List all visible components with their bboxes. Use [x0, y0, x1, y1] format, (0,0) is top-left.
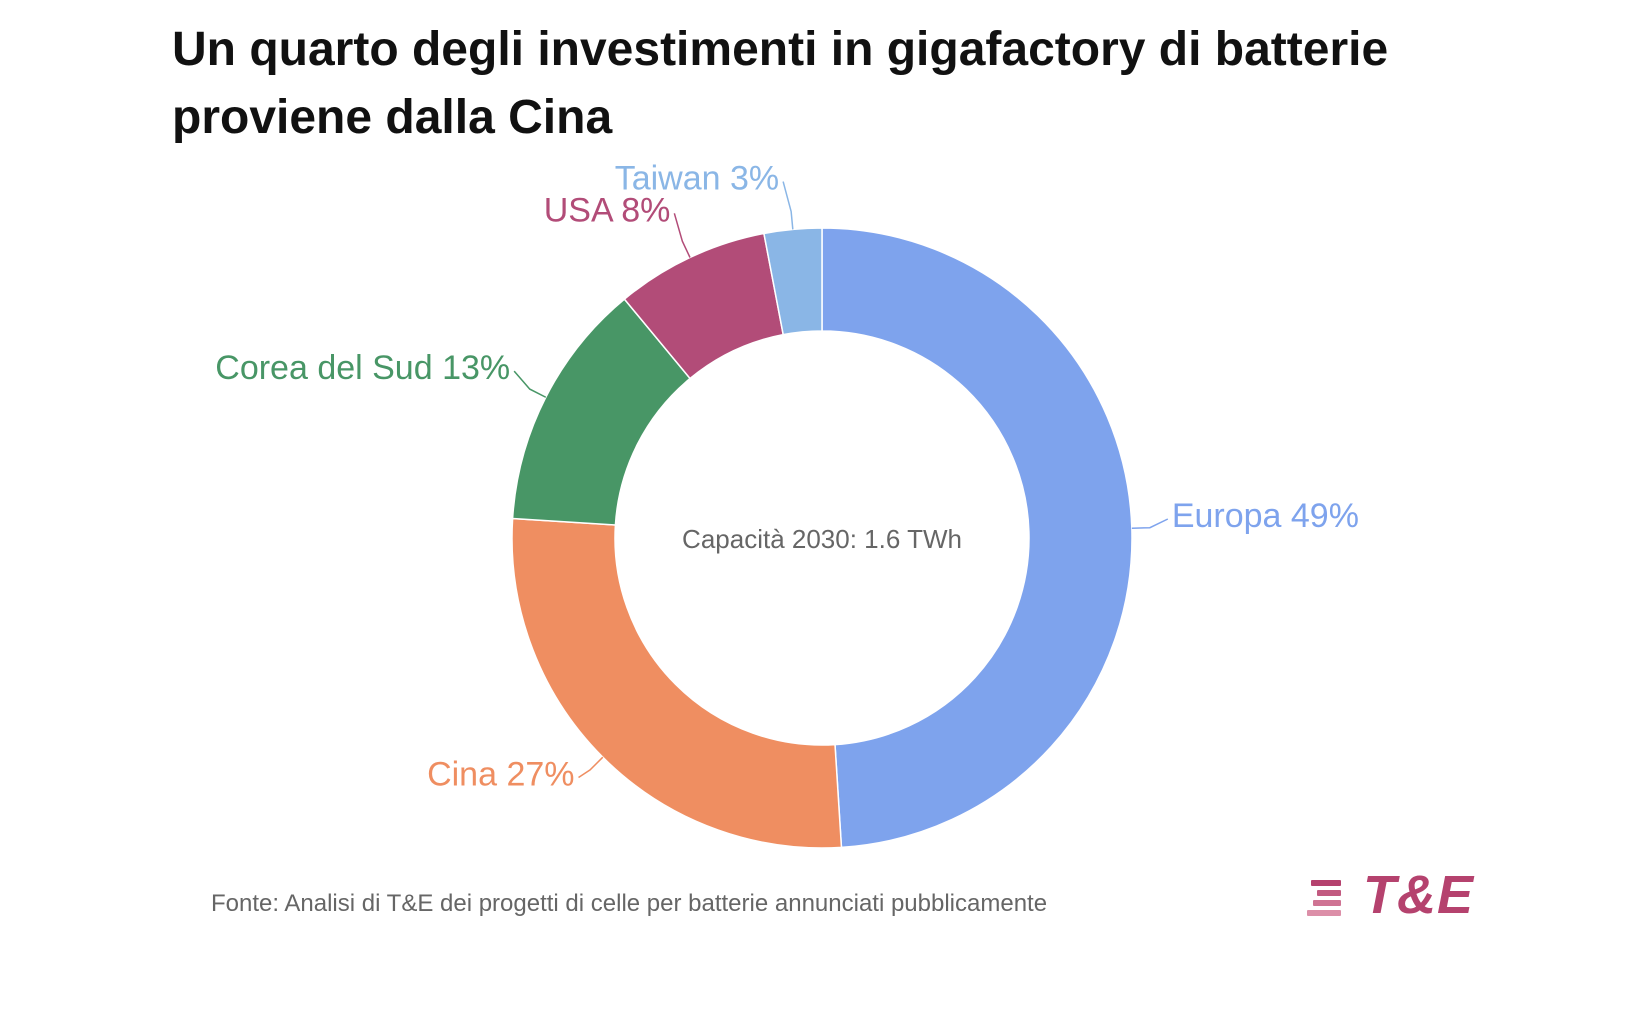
- logo-stripes-icon: [1307, 880, 1341, 916]
- label-leader-lines: [513, 181, 1169, 779]
- leader-line-europa: [1131, 518, 1169, 530]
- leader-line-usa: [673, 213, 691, 258]
- te-logo: T&E: [1305, 865, 1495, 930]
- slice-label-taiwan: Taiwan 3%: [615, 160, 779, 198]
- leader-line-cina: [578, 756, 604, 779]
- slice-label-cina: Cina 27%: [427, 755, 574, 793]
- center-label: Capacità 2030: 1.6 TWh: [682, 524, 962, 554]
- chart-title: Un quarto degli investimenti in gigafact…: [172, 23, 1389, 144]
- leader-line-taiwan: [782, 181, 794, 230]
- slice-taiwan: [763, 227, 823, 336]
- slice-cina: [511, 517, 843, 849]
- slice-label-usa: USA 8%: [544, 191, 671, 229]
- donut-slices: [511, 227, 1133, 849]
- source-note: Fonte: Analisi di T&E dei progetti di ce…: [211, 890, 1048, 917]
- logo-text: T&E: [1363, 865, 1474, 925]
- slice-label-corea-del-sud: Corea del Sud 13%: [215, 349, 510, 387]
- slice-label-europa: Europa 49%: [1172, 497, 1359, 535]
- slice-labels: Europa 49% Cina 27% Corea del Sud 13% USA 8…: [215, 160, 1359, 794]
- leader-line-corea-del-sud: [513, 370, 547, 398]
- slice-europa: [821, 227, 1133, 849]
